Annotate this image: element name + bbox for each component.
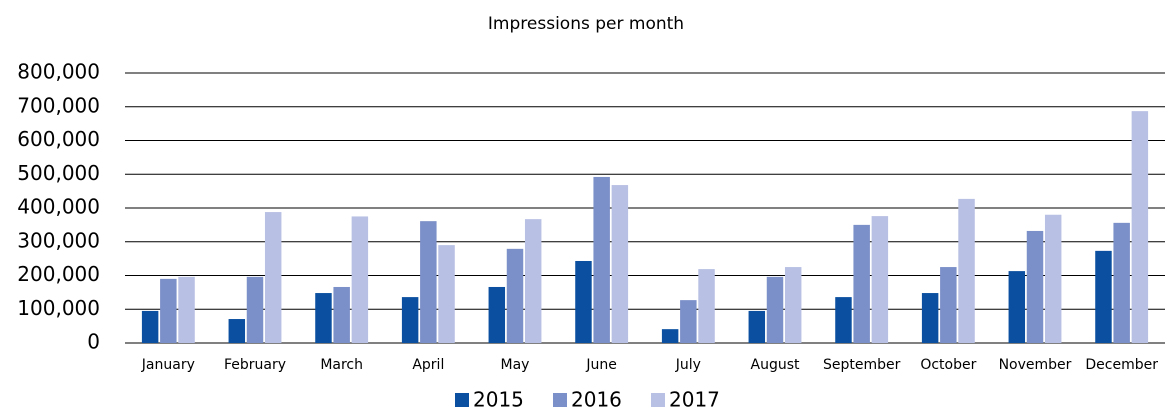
bar — [246, 276, 264, 343]
y-tick-label: 500,000 — [17, 161, 100, 185]
bar — [1131, 111, 1149, 343]
bar — [958, 198, 975, 343]
x-tick-label: October — [920, 357, 976, 373]
legend-label: 2016 — [571, 388, 622, 412]
bar — [506, 248, 524, 343]
bar — [141, 310, 159, 343]
legend-label: 2017 — [669, 388, 720, 412]
bar — [333, 286, 350, 343]
bar — [611, 185, 629, 343]
bar — [575, 260, 592, 343]
x-tick-label: August — [751, 357, 801, 373]
bar — [766, 276, 784, 343]
y-tick-label: 0 — [87, 330, 100, 354]
bar — [748, 310, 766, 343]
x-tick-label: February — [224, 357, 286, 373]
y-tick-label: 800,000 — [17, 60, 100, 84]
bar — [1026, 230, 1044, 343]
bar — [1044, 214, 1062, 343]
bar — [264, 212, 282, 343]
x-tick-label: December — [1085, 357, 1158, 373]
x-tick-label: January — [141, 357, 195, 373]
legend-swatch — [553, 393, 567, 407]
bar — [835, 297, 852, 343]
bar — [698, 269, 715, 343]
bar — [1113, 222, 1130, 343]
legend-swatch — [651, 393, 665, 407]
y-tick-label: 300,000 — [17, 228, 100, 252]
bar — [1095, 250, 1112, 343]
bar — [784, 267, 802, 343]
bar — [1008, 271, 1026, 343]
bar — [420, 221, 437, 343]
y-tick-label: 700,000 — [17, 93, 100, 117]
y-tick-label: 600,000 — [17, 127, 100, 151]
bar — [315, 293, 332, 343]
x-tick-label: November — [999, 357, 1072, 373]
bar — [593, 176, 610, 343]
bar — [661, 329, 679, 343]
bar — [438, 245, 455, 343]
bar — [228, 319, 246, 343]
chart-title: Impressions per month — [488, 14, 684, 34]
y-tick-label: 400,000 — [17, 195, 100, 219]
x-tick-label: April — [412, 357, 444, 373]
x-tick-label: June — [585, 357, 617, 373]
bar — [351, 216, 369, 343]
y-tick-label: 200,000 — [17, 262, 100, 286]
bar — [488, 286, 506, 343]
bar — [940, 267, 957, 343]
bar — [178, 276, 195, 343]
bar — [871, 216, 889, 343]
bar — [401, 297, 419, 343]
legend-swatch — [455, 393, 469, 407]
x-tick-label: July — [675, 357, 701, 373]
bar — [680, 300, 697, 343]
x-tick-label: March — [320, 357, 363, 373]
bar — [921, 293, 939, 343]
x-tick-label: May — [501, 357, 530, 373]
x-tick-label: September — [823, 357, 901, 373]
legend-label: 2015 — [473, 388, 524, 412]
bar — [160, 278, 177, 343]
y-tick-label: 100,000 — [17, 296, 100, 320]
bar — [853, 224, 870, 343]
bar — [524, 219, 542, 343]
